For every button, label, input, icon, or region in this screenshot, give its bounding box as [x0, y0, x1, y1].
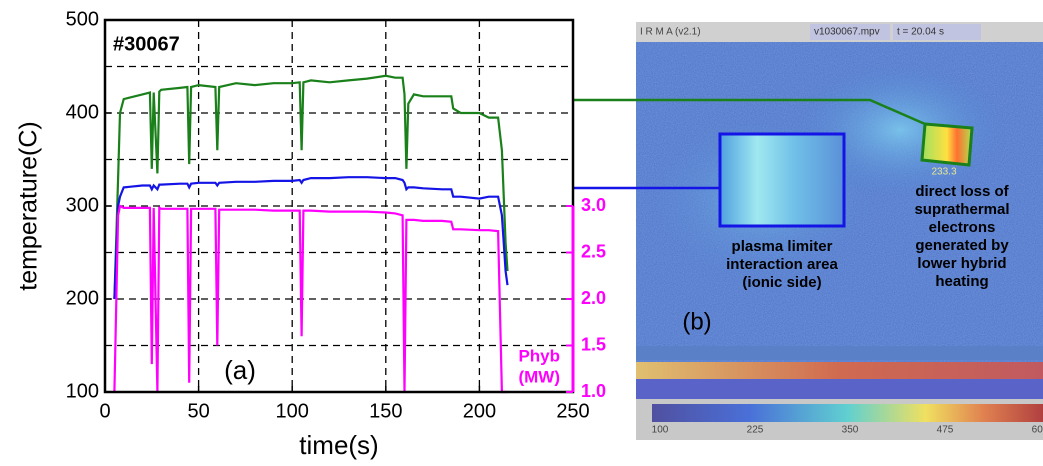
x-tick-label: 100: [276, 400, 309, 422]
colorbar-tick-label: 100: [652, 425, 669, 436]
hot-spot: [920, 122, 974, 167]
y2-tick-label: 2.0: [581, 288, 606, 308]
x-tick-label: 200: [463, 400, 496, 422]
annotation: lower hybrid: [917, 255, 1006, 272]
y-axis-label: temperature(C): [15, 121, 43, 291]
annotation: generated by: [915, 237, 1009, 254]
annotation: electrons: [929, 219, 996, 236]
colorbar-tick-label: 475: [937, 425, 954, 436]
annotation: plasma limiter: [732, 238, 833, 255]
header-text: v1030067.mpv: [814, 27, 880, 38]
panel-label: (b): [682, 308, 711, 335]
x-tick-label: 50: [187, 400, 209, 422]
y-tick-label: 200: [66, 287, 99, 309]
annotation: heating: [935, 273, 988, 290]
colorbar-ticks: 100 225 350 475 600: [652, 425, 1043, 436]
annotation: suprathermal: [914, 201, 1009, 218]
data-line: [113, 176, 509, 300]
header-text: I R M A (v2.1): [640, 27, 701, 38]
ir-image: I R M A (v2.1) v1030067.mpv t = 20.04 s …: [636, 22, 1043, 440]
header-text: t = 20.04 s: [897, 27, 944, 38]
x-tick-label: 150: [369, 400, 402, 422]
y2-tick-label: 3.0: [581, 195, 606, 215]
pointer-arrow: [527, 87, 926, 126]
profile-band: [636, 362, 1043, 379]
panel-label: (a): [224, 355, 256, 385]
y-tick-label: 100: [66, 380, 99, 402]
y-tick-label: 500: [66, 8, 99, 30]
header-box: [893, 24, 981, 40]
annotation: interaction area: [726, 256, 838, 273]
y-tick-label: 300: [66, 194, 99, 216]
colorbar-tick-label: 225: [747, 425, 764, 436]
y2-tick-label: 1.0: [581, 381, 606, 401]
data-line: [113, 74, 509, 300]
x-axis-label: time(s): [299, 430, 378, 460]
y2-axis-label: (MW): [518, 367, 560, 386]
data-line: [113, 204, 508, 394]
annotation: (ionic side): [742, 274, 821, 291]
colorbar-tick-label: 350: [842, 425, 859, 436]
chart: 0 50 100 150 200 250 100 200 300 400 500 1.0 1.5 2.0 2…: [15, 8, 606, 460]
y-tick-label: 400: [66, 101, 99, 123]
y2-tick-label: 2.5: [581, 241, 606, 261]
annotation: direct loss of: [915, 183, 1009, 200]
header-box: [810, 24, 890, 40]
status-strip: [636, 346, 1043, 360]
y2-tick-label: 1.5: [581, 334, 606, 354]
profile-band: [636, 379, 1043, 399]
limiter-box: [718, 132, 846, 228]
y2-axis-label: Phyb: [518, 346, 560, 365]
chart-title: #30067: [113, 33, 180, 55]
colorbar: [652, 404, 1043, 422]
x-tick-label: 0: [99, 400, 110, 422]
spot-value: 233.3: [931, 167, 956, 178]
colorbar-tick-label: 600: [1032, 425, 1043, 436]
x-tick-label: 250: [556, 400, 589, 422]
